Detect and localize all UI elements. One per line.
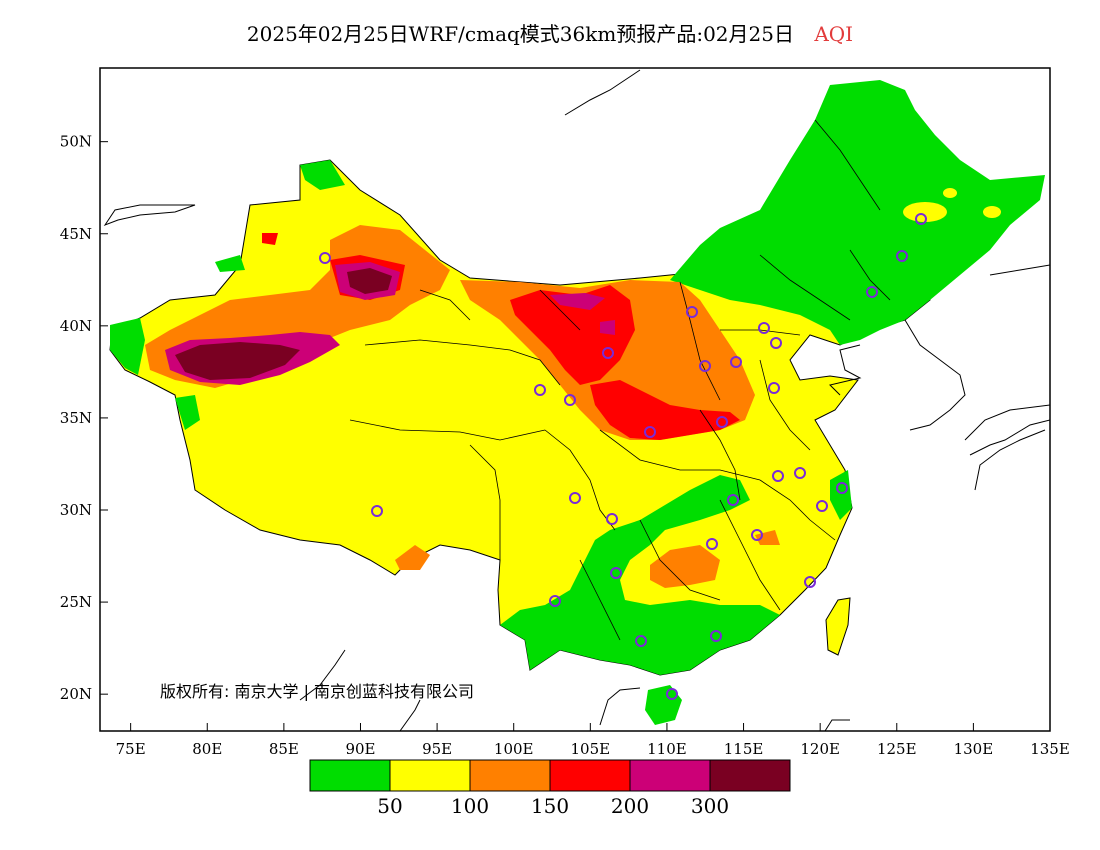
lat-tick-label: 40N <box>60 317 92 335</box>
colorbar-label: 100 <box>451 794 489 818</box>
map-content <box>103 69 1050 731</box>
colorbar-label: 300 <box>691 794 729 818</box>
colorbar-swatch <box>549 759 631 792</box>
title-variable: AQI <box>814 22 854 46</box>
lon-tick-label: 90E <box>345 740 375 758</box>
lon-tick-label: 135E <box>1030 740 1070 758</box>
lon-tick-label: 125E <box>877 740 917 758</box>
region-aqi-maroon-dunhuang <box>347 268 392 294</box>
lon-tick-label: 85E <box>269 740 299 758</box>
lat-tick-label: 25N <box>60 593 92 611</box>
region-aqi-maroon-tarim <box>175 342 300 380</box>
region-aqi-green-west <box>110 318 145 375</box>
region-aqi-green-south <box>500 475 780 675</box>
lon-tick-label: 110E <box>647 740 687 758</box>
colorbar-swatch <box>629 759 711 792</box>
colorbar-swatch <box>709 759 791 792</box>
colorbar-swatch <box>469 759 551 792</box>
lat-tick-label: 50N <box>60 133 92 151</box>
lat-tick-label: 35N <box>60 409 92 427</box>
aqi-colorbar: 50 100 150 200 300 <box>309 759 791 818</box>
city-markers <box>319 213 927 700</box>
latitude-axis: 20N 25N 30N 35N 40N 45N 50N <box>60 133 108 703</box>
lon-tick-label: 80E <box>192 740 222 758</box>
lat-tick-label: 20N <box>60 685 92 703</box>
region-aqi-red-central <box>590 380 740 440</box>
lon-tick-label: 75E <box>116 740 146 758</box>
lon-tick-label: 105E <box>571 740 611 758</box>
region-aqi-orange-hunan <box>650 545 720 588</box>
colorbar-label: 200 <box>611 794 649 818</box>
lon-tick-label: 120E <box>800 740 840 758</box>
coastlines <box>103 69 1050 731</box>
longitude-axis: 75E 80E 85E 90E 95E 100E 105E 110E 115E 120E 125E 1… <box>116 723 1070 758</box>
map-frame <box>99 67 1051 732</box>
lat-tick-label: 30N <box>60 501 92 519</box>
colorbar-label: 50 <box>377 794 402 818</box>
map-title: 2025年02月25日WRF/cmaq模式36km预报产品:02月25日 AQI <box>0 18 1100 47</box>
region-aqi-red-north <box>510 285 635 385</box>
lon-tick-label: 100E <box>494 740 534 758</box>
copyright-text: 版权所有: 南京大学 | 南京创蓝科技有限公司 <box>160 682 474 701</box>
lon-tick-label: 95E <box>422 740 452 758</box>
lon-tick-label: 115E <box>724 740 764 758</box>
colorbar-label: 150 <box>531 794 569 818</box>
title-main: 2025年02月25日WRF/cmaq模式36km预报产品:02月25日 <box>246 22 794 46</box>
colorbar-swatch <box>389 759 471 792</box>
lon-tick-label: 130E <box>954 740 994 758</box>
region-aqi-green-northeast <box>670 80 1045 345</box>
lat-tick-label: 45N <box>60 225 92 243</box>
province-borders <box>349 119 891 641</box>
colorbar-swatch <box>309 759 391 792</box>
region-taiwan <box>825 597 851 656</box>
